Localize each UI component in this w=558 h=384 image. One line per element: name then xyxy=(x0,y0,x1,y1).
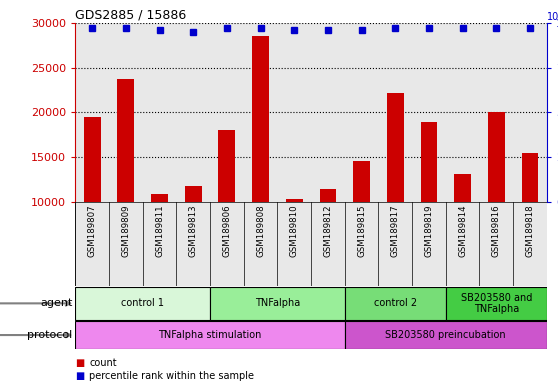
Text: protocol: protocol xyxy=(27,330,73,340)
Text: GSM189816: GSM189816 xyxy=(492,204,501,257)
Text: GSM189808: GSM189808 xyxy=(256,204,265,257)
Bar xyxy=(479,23,513,202)
Bar xyxy=(522,153,538,202)
Bar xyxy=(109,202,143,286)
Text: ■: ■ xyxy=(75,371,85,381)
Bar xyxy=(75,23,109,202)
Bar xyxy=(320,189,336,202)
Text: GSM189807: GSM189807 xyxy=(88,204,97,257)
Text: GSM189814: GSM189814 xyxy=(458,204,467,257)
Text: GSM189815: GSM189815 xyxy=(357,204,366,257)
Bar xyxy=(109,23,143,202)
Bar xyxy=(176,202,210,286)
Text: agent: agent xyxy=(40,298,73,308)
Text: GSM189811: GSM189811 xyxy=(155,204,164,257)
Bar xyxy=(117,79,134,202)
Bar xyxy=(286,199,302,202)
Bar xyxy=(513,202,547,286)
Bar xyxy=(378,23,412,202)
Bar xyxy=(75,321,345,349)
Bar xyxy=(176,23,210,202)
Text: GSM189818: GSM189818 xyxy=(526,204,535,257)
Bar xyxy=(345,23,378,202)
Bar xyxy=(75,202,109,286)
Bar xyxy=(479,202,513,286)
Text: control 2: control 2 xyxy=(374,298,417,308)
Text: 100%: 100% xyxy=(547,12,558,22)
Bar xyxy=(143,23,176,202)
Text: GSM189819: GSM189819 xyxy=(425,204,434,257)
Bar xyxy=(210,202,244,286)
Text: control 1: control 1 xyxy=(121,298,164,308)
Bar xyxy=(277,202,311,286)
Text: GSM189806: GSM189806 xyxy=(223,204,232,257)
Text: GSM189810: GSM189810 xyxy=(290,204,299,257)
Bar xyxy=(345,287,446,320)
Text: GSM189812: GSM189812 xyxy=(324,204,333,257)
Text: TNFalpha: TNFalpha xyxy=(255,298,300,308)
Bar xyxy=(311,23,345,202)
Bar xyxy=(185,185,201,202)
Bar xyxy=(353,161,370,202)
Bar xyxy=(488,112,505,202)
Bar xyxy=(75,287,210,320)
Text: percentile rank within the sample: percentile rank within the sample xyxy=(89,371,254,381)
Bar xyxy=(446,287,547,320)
Bar xyxy=(252,36,269,202)
Bar xyxy=(345,321,547,349)
Text: count: count xyxy=(89,358,117,368)
Bar xyxy=(84,117,100,202)
Text: SB203580 and
TNFalpha: SB203580 and TNFalpha xyxy=(461,293,532,314)
Bar xyxy=(387,93,403,202)
Bar xyxy=(421,122,437,202)
Bar xyxy=(219,130,235,202)
Bar xyxy=(311,202,345,286)
Bar xyxy=(454,174,471,202)
Bar xyxy=(244,202,277,286)
Bar xyxy=(412,202,446,286)
Bar xyxy=(143,202,176,286)
Text: GSM189817: GSM189817 xyxy=(391,204,400,257)
Text: GSM189809: GSM189809 xyxy=(121,204,131,257)
Bar xyxy=(446,202,479,286)
Bar xyxy=(277,23,311,202)
Text: TNFalpha stimulation: TNFalpha stimulation xyxy=(158,330,262,340)
Bar xyxy=(345,202,378,286)
Text: GDS2885 / 15886: GDS2885 / 15886 xyxy=(75,9,186,22)
Bar xyxy=(151,194,168,202)
Text: GSM189813: GSM189813 xyxy=(189,204,198,257)
Bar xyxy=(210,23,244,202)
Text: SB203580 preincubation: SB203580 preincubation xyxy=(386,330,506,340)
Bar xyxy=(378,202,412,286)
Text: ■: ■ xyxy=(75,358,85,368)
Bar xyxy=(446,23,479,202)
Bar xyxy=(244,23,277,202)
Bar xyxy=(412,23,446,202)
Bar xyxy=(210,287,345,320)
Bar xyxy=(513,23,547,202)
